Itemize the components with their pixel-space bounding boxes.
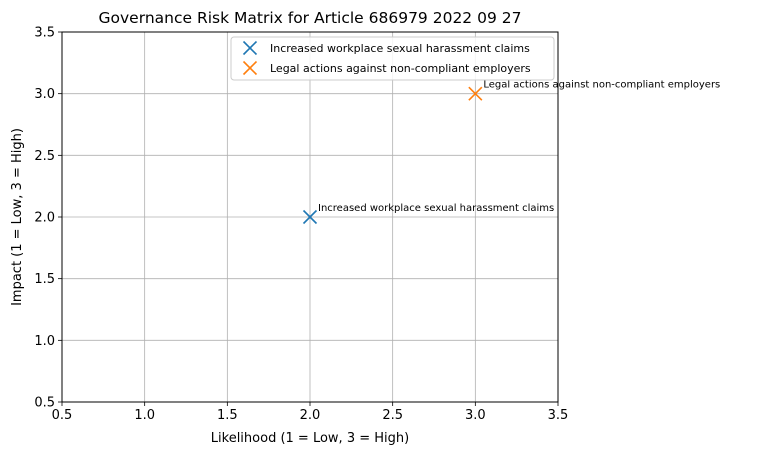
x-axis-ticks: 0.5 1.0 1.5 2.0 2.5 3.0 3.5 bbox=[52, 402, 569, 423]
x-tick-label: 1.0 bbox=[134, 408, 155, 423]
y-tick-label: 1.0 bbox=[34, 334, 55, 349]
data-point-1 bbox=[302, 209, 318, 225]
plot-area-frame bbox=[61, 31, 559, 403]
legend-marker-1 bbox=[242, 40, 258, 56]
point-annotations: Increased workplace sexual harassment cl… bbox=[318, 80, 720, 214]
legend-entry-2: Legal actions against non-compliant empl… bbox=[270, 62, 531, 75]
point-annotation-2: Legal actions against non-compliant empl… bbox=[483, 80, 720, 91]
y-tick-label: 0.5 bbox=[34, 396, 55, 411]
x-tick-label: 2.5 bbox=[382, 408, 403, 423]
chart-title: Governance Risk Matrix for Article 68697… bbox=[99, 9, 522, 27]
y-tick-label: 2.0 bbox=[34, 211, 55, 226]
y-tick-label: 1.5 bbox=[34, 272, 55, 287]
data-point-2-stroke bbox=[468, 86, 483, 101]
legend-marker-1-stroke bbox=[242, 40, 258, 56]
legend-markers bbox=[242, 40, 258, 76]
x-tick-label: 0.5 bbox=[52, 408, 73, 423]
x-tick-label: 2.0 bbox=[300, 408, 321, 423]
x-tick-label: 1.5 bbox=[217, 408, 238, 423]
point-annotation-1: Increased workplace sexual harassment cl… bbox=[318, 203, 554, 214]
x-axis-label: Likelihood (1 = Low, 3 = High) bbox=[211, 431, 409, 446]
legend-marker-2 bbox=[242, 60, 258, 76]
legend-entry-1: Increased workplace sexual harassment cl… bbox=[270, 42, 530, 55]
x-tick-label: 3.5 bbox=[548, 408, 569, 423]
data-points bbox=[302, 86, 483, 225]
y-axis-label: Impact (1 = Low, 3 = High) bbox=[10, 128, 25, 306]
y-tick-label: 3.5 bbox=[34, 26, 55, 41]
y-axis-ticks: 0.5 1.0 1.5 2.0 2.5 3.0 3.5 bbox=[34, 26, 62, 411]
x-tick-label: 3.0 bbox=[465, 408, 486, 423]
legend-box bbox=[230, 36, 555, 81]
legend: Increased workplace sexual harassment cl… bbox=[230, 36, 555, 81]
y-tick-label: 3.0 bbox=[34, 87, 55, 102]
legend-marker-2-stroke bbox=[242, 60, 258, 76]
y-tick-label: 2.5 bbox=[34, 149, 55, 164]
data-point-1-stroke bbox=[302, 209, 318, 225]
data-point-2 bbox=[468, 86, 483, 101]
